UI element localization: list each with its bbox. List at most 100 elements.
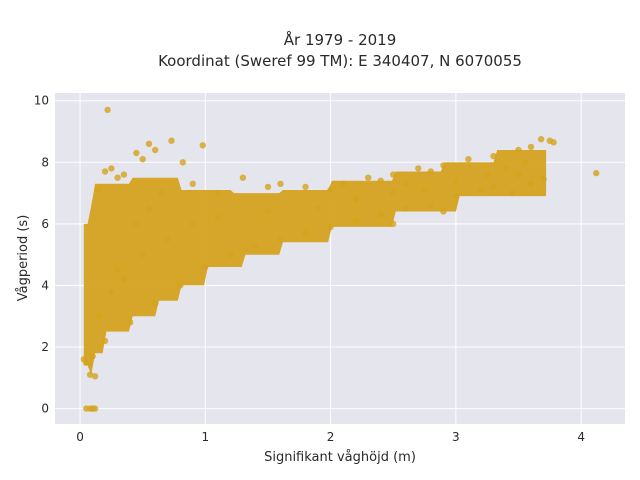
- data-point: [527, 180, 535, 187]
- data-point: [365, 174, 372, 181]
- data-point: [189, 180, 196, 187]
- x-tick-label: 0: [76, 430, 84, 444]
- data-point: [86, 371, 94, 378]
- data-point: [390, 171, 397, 178]
- data-point: [352, 196, 359, 203]
- data-point: [377, 177, 384, 184]
- data-point: [502, 165, 510, 172]
- data-point: [477, 186, 485, 194]
- data-point: [484, 171, 491, 178]
- data-point: [264, 183, 272, 191]
- data-point: [120, 276, 128, 283]
- x-tick-label: 2: [327, 430, 335, 444]
- data-point: [145, 205, 153, 212]
- data-point: [465, 156, 472, 163]
- data-point: [89, 353, 96, 360]
- data-point: [108, 165, 115, 172]
- data-point: [133, 149, 140, 157]
- data-point: [440, 162, 447, 169]
- data-point: [527, 143, 535, 151]
- data-point: [521, 159, 528, 166]
- data-point: [339, 180, 347, 187]
- y-tick-label: 8: [41, 155, 49, 169]
- data-point: [490, 183, 497, 191]
- data-point: [377, 211, 384, 218]
- data-point: [101, 337, 109, 345]
- y-tick-label: 2: [41, 340, 49, 354]
- data-point: [189, 220, 196, 228]
- data-point: [177, 282, 184, 289]
- data-point: [108, 288, 115, 295]
- y-tick-label: 10: [34, 94, 49, 108]
- y-tick-label: 0: [41, 402, 49, 416]
- data-point: [550, 139, 557, 146]
- data-point: [327, 223, 334, 231]
- data-point: [199, 142, 206, 149]
- data-point: [214, 214, 222, 221]
- data-point: [452, 177, 460, 184]
- data-point: [421, 186, 428, 194]
- data-point: [91, 405, 99, 412]
- x-tick-label: 4: [577, 430, 585, 444]
- data-point: [490, 152, 497, 160]
- data-point: [415, 165, 422, 172]
- data-point: [101, 168, 109, 175]
- data-point: [179, 159, 186, 166]
- data-point: [537, 136, 545, 143]
- data-point: [427, 168, 434, 175]
- data-point: [164, 236, 171, 243]
- data-point: [114, 266, 121, 274]
- chart-title-line-1: År 1979 - 2019: [284, 30, 397, 49]
- data-point: [277, 180, 284, 187]
- data-point: [427, 202, 434, 209]
- data-point: [104, 106, 111, 114]
- data-point: [327, 186, 334, 194]
- data-point: [152, 146, 159, 154]
- data-point: [509, 189, 516, 197]
- y-axis-ticks: 0 2 4 6 8 10: [34, 94, 49, 416]
- data-point: [515, 146, 522, 154]
- data-point: [127, 319, 134, 326]
- data-point: [152, 300, 159, 308]
- data-point: [158, 189, 165, 197]
- data-point: [390, 220, 397, 228]
- x-tick-label: 3: [452, 430, 460, 444]
- data-point: [91, 373, 99, 380]
- x-axis-ticks: 0 1 2 3 4: [76, 430, 585, 444]
- data-point: [80, 356, 88, 363]
- data-point: [139, 251, 146, 258]
- data-point: [390, 189, 397, 197]
- data-point: [114, 174, 121, 181]
- data-point: [120, 171, 128, 178]
- data-point: [139, 156, 146, 163]
- data-points: [80, 106, 600, 412]
- x-axis-title: Signifikant våghöjd (m): [264, 450, 416, 465]
- y-tick-label: 6: [41, 217, 49, 231]
- data-point: [227, 251, 234, 258]
- data-point: [277, 236, 284, 243]
- data-point: [440, 208, 447, 215]
- data-point: [214, 189, 222, 197]
- data-point: [239, 174, 247, 181]
- data-point: [452, 192, 460, 200]
- data-point: [95, 186, 103, 194]
- x-tick-label: 1: [202, 430, 210, 444]
- y-tick-label: 4: [41, 278, 49, 292]
- data-point: [593, 169, 600, 177]
- data-point: [252, 242, 259, 249]
- data-point: [352, 217, 359, 224]
- data-point: [145, 140, 153, 147]
- data-point: [314, 205, 322, 212]
- chart-title-line-2: Koordinat (Sweref 99 TM): E 340407, N 60…: [158, 52, 522, 70]
- data-point: [95, 313, 103, 320]
- data-point: [402, 180, 409, 187]
- data-point: [133, 220, 140, 228]
- data-point: [302, 229, 309, 237]
- data-point: [302, 183, 309, 191]
- y-axis-title: Vågperiod (s): [16, 215, 31, 302]
- data-point: [540, 176, 547, 183]
- data-point: [402, 205, 409, 212]
- data-point: [264, 208, 272, 215]
- data-point: [202, 263, 209, 271]
